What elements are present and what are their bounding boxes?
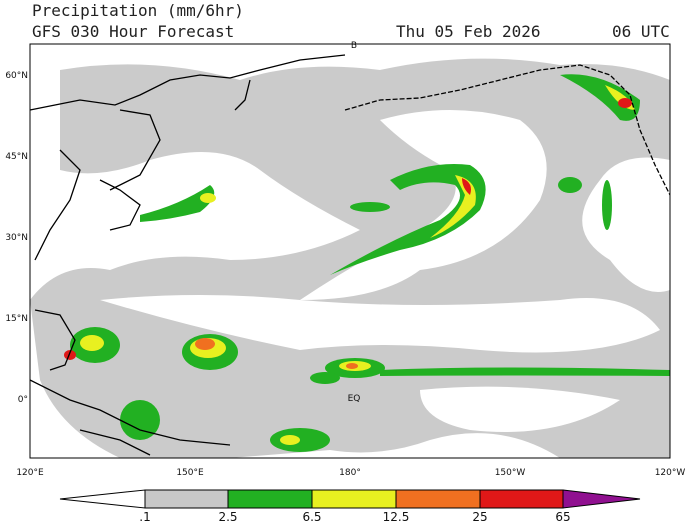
lon-label: 150°W: [495, 468, 526, 478]
lat-label: 0°: [18, 395, 28, 405]
colorbar: [59, 489, 641, 509]
lon-label: 120°E: [16, 468, 44, 478]
equator-label: EQ: [348, 394, 361, 404]
colorbar-label: 2.5: [218, 510, 237, 524]
colorbar-low: [59, 489, 146, 509]
map-frame: [29, 43, 671, 459]
lat-label: 60°N: [5, 71, 28, 81]
lon-label: 150°E: [176, 468, 204, 478]
colorbar-label: .1: [139, 510, 150, 524]
top-label: B: [351, 41, 357, 51]
time: 06 UTC: [612, 22, 670, 41]
colorbar-high: [562, 489, 641, 509]
coastlines: [29, 54, 671, 456]
colorbar-gray: [144, 489, 229, 509]
colorbar-label: 65: [555, 510, 570, 524]
lat-labels: 60°N 45°N 30°N 15°N 0°: [5, 71, 28, 405]
colorbar-green: [227, 489, 313, 509]
colorbar-orange: [395, 489, 481, 509]
colorbar-label: 25: [472, 510, 487, 524]
precip-heavy: [64, 74, 670, 452]
colorbar-red: [479, 489, 564, 509]
lon-label: 120°W: [655, 468, 686, 478]
colorbar-label: 6.5: [302, 510, 321, 524]
date: Thu 05 Feb 2026: [396, 22, 541, 41]
lat-label: 15°N: [5, 314, 28, 324]
map: B EQ: [29, 41, 671, 459]
lat-label: 45°N: [5, 152, 28, 162]
colorbar-label: 12.5: [383, 510, 410, 524]
colorbar-labels: .1 2.5 6.5 12.5 25 65: [139, 510, 570, 524]
model-line: GFS 030 Hour Forecast: [32, 22, 234, 41]
lon-label: 180°: [339, 468, 361, 478]
title: Precipitation (mm/6hr): [32, 1, 244, 20]
colorbar-yellow: [311, 489, 397, 509]
lat-label: 30°N: [5, 233, 28, 243]
lon-labels: 120°E 150°E 180° 150°W 120°W: [16, 468, 685, 478]
